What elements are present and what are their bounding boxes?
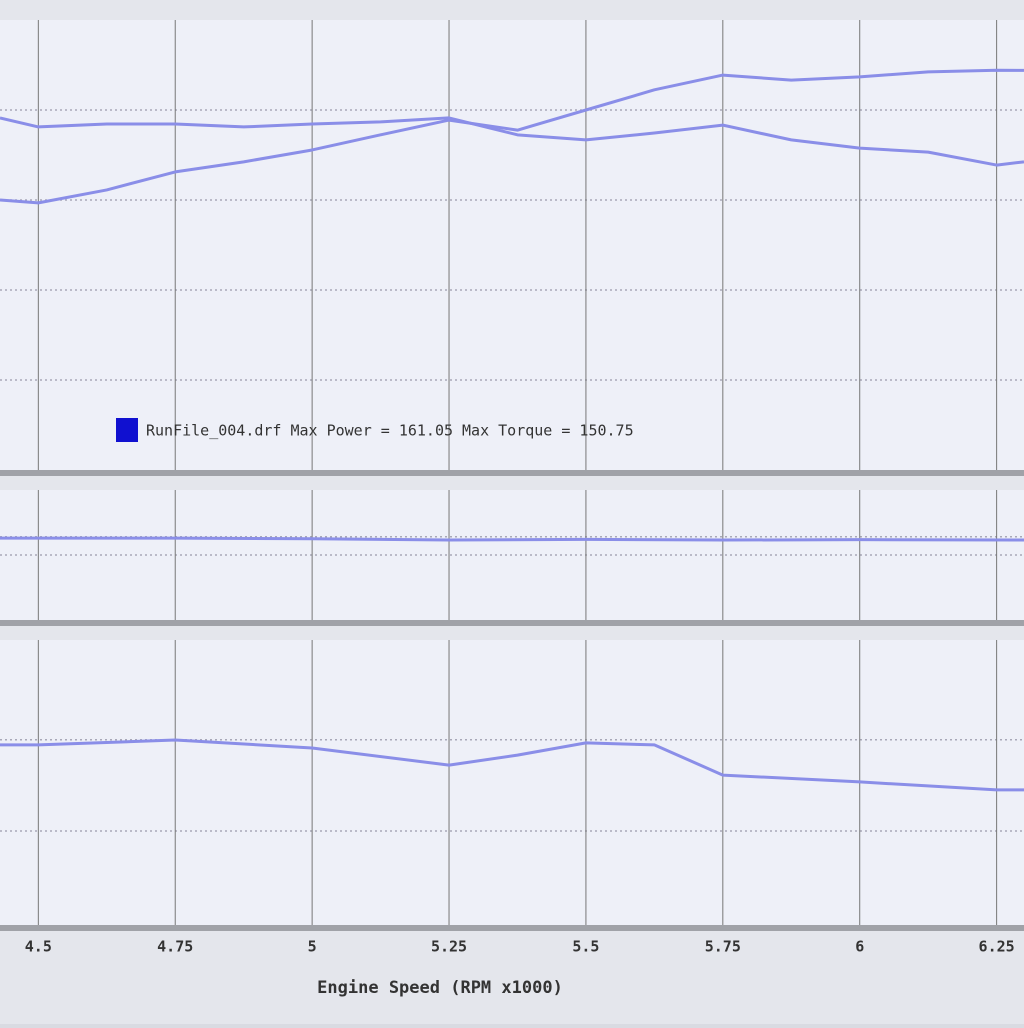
x-tick-label: 5.25 xyxy=(431,938,467,956)
x-tick-label: 5 xyxy=(308,938,317,956)
series-line xyxy=(0,116,1024,167)
series-line xyxy=(0,738,1024,792)
x-tick-label: 6.25 xyxy=(979,938,1015,956)
x-tick-label: 5.5 xyxy=(572,938,599,956)
x-tick-label: 4.5 xyxy=(25,938,52,956)
series-line xyxy=(0,536,1024,542)
x-axis-title: Engine Speed (RPM x1000) xyxy=(317,978,563,998)
separator xyxy=(0,470,1024,476)
legend-text: Max Torque = 150.75 xyxy=(462,422,634,440)
panel xyxy=(0,20,1024,470)
series-line xyxy=(0,68,1024,205)
x-tick-label: 4.75 xyxy=(157,938,193,956)
legend-swatch xyxy=(116,418,138,442)
separator xyxy=(0,620,1024,626)
x-tick-label: 6 xyxy=(855,938,864,956)
separator xyxy=(0,925,1024,931)
legend-text: Max Power = 161.05 xyxy=(290,422,453,440)
x-tick-label: 5.75 xyxy=(705,938,741,956)
legend-text: RunFile_004.drf xyxy=(146,422,281,440)
